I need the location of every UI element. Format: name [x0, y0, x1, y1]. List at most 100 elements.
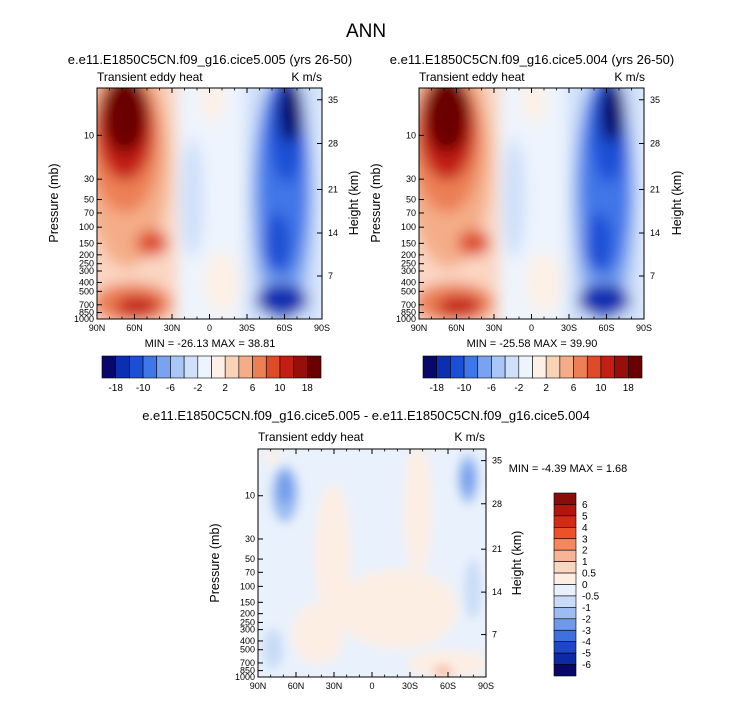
x-tick-label: 90S [314, 323, 330, 333]
panel-1-field [97, 88, 322, 319]
colorbar-label: -2 [514, 383, 523, 394]
y-tick-label: 400 [401, 277, 416, 287]
colorbar-label: 0.5 [582, 569, 596, 580]
colorbar-swatch [553, 549, 577, 562]
y2-tick-label: 7 [492, 630, 497, 640]
y-tick-label: 1000 [74, 314, 94, 324]
y2-tick-label: 14 [492, 587, 502, 597]
colorbar-label: 10 [274, 383, 286, 394]
x-tick-label: 30N [326, 681, 343, 691]
panel-1-axes: 90N 60N 30N 0 30S 60S 90S103050701001502002503… [74, 88, 338, 333]
panel-2-axes: 90N 60N 30N 0 30S 60S 90S103050701001502002503… [396, 88, 660, 333]
figure-title: ANN [346, 21, 386, 42]
y-tick-label: 1000 [396, 314, 416, 324]
colorbar-label: 2 [222, 383, 228, 394]
colorbar-label: -5 [582, 649, 591, 660]
colorbar-swatch [545, 355, 561, 379]
colorbar-label: -2 [193, 383, 202, 394]
colorbar-swatch [238, 355, 253, 379]
x-tick-label: 30S [239, 323, 255, 333]
colorbar-label: 18 [302, 383, 314, 394]
colorbar-label: -18 [429, 383, 444, 394]
colorbar-swatch [307, 355, 322, 379]
colorbar-swatch [142, 355, 158, 379]
colorbar-label: 10 [595, 383, 607, 394]
colorbar-swatch [553, 504, 577, 517]
y-tick-label: 400 [79, 277, 94, 287]
y2-tick-label: 14 [328, 228, 338, 238]
colorbar-panel-1: -18 -10 -6 -2 2 6 10 18 [101, 355, 322, 394]
colorbar-swatch [224, 355, 240, 379]
colorbar-swatch [573, 355, 588, 379]
x-tick-label: 60N [288, 681, 305, 691]
panel-2-variable-label: Transient eddy heat [419, 70, 525, 84]
colorbar-label: 6 [571, 383, 577, 394]
y-tick-label: 700 [79, 300, 94, 310]
y-tick-label: 70 [245, 567, 255, 577]
colorbar-label: -10 [136, 383, 151, 394]
y-tick-label: 100 [79, 222, 94, 232]
x-tick-label: 60S [440, 681, 456, 691]
y-tick-label: 30 [84, 174, 94, 184]
colorbar-swatch [553, 572, 577, 585]
colorbar-label: -3 [582, 626, 591, 637]
y-tick-label: 150 [240, 597, 255, 607]
x-tick-label: 30N [164, 323, 181, 333]
colorbar-label: 3 [582, 534, 588, 545]
colorbar-label: -6 [166, 383, 175, 394]
y-tick-label: 1000 [235, 672, 255, 682]
colorbar-swatch [553, 595, 577, 608]
colorbar-swatch [553, 607, 577, 620]
colorbar-label: 2 [543, 383, 549, 394]
y-tick-label: 10 [245, 491, 255, 501]
colorbar-label: -4 [582, 637, 591, 648]
colorbar-swatch [586, 355, 602, 379]
colorbar-panel-2: -18 -10 -6 -2 2 6 10 18 [422, 355, 643, 394]
panel-3-y2-axis-title: Height (km) [510, 531, 524, 596]
colorbar-label: -18 [108, 383, 123, 394]
y2-tick-label: 35 [650, 95, 660, 105]
colorbar-swatch [115, 355, 130, 379]
x-tick-label: 90N [89, 323, 106, 333]
y-tick-label: 30 [406, 174, 416, 184]
colorbar-swatch [553, 618, 577, 631]
colorbar-swatch [553, 538, 577, 551]
y-tick-label: 250 [401, 259, 416, 269]
colorbar-label: -10 [457, 383, 472, 394]
x-tick-label: 30S [561, 323, 577, 333]
y-tick-label: 300 [79, 266, 94, 276]
y-tick-label: 200 [240, 609, 255, 619]
colorbar-swatch [477, 355, 492, 379]
panel-3: e.e11.E1850C5CN.f09_g16.cice5.005 - e.e1… [142, 408, 627, 678]
y-tick-label: 50 [84, 195, 94, 205]
panel-2-field [419, 88, 644, 319]
y-tick-label: 500 [79, 286, 94, 296]
panel-2-title: e.e11.E1850C5CN.f09_g16.cice5.004 (yrs 2… [390, 52, 675, 67]
colorbar-swatch [553, 664, 577, 677]
colorbar-label: -6 [487, 383, 496, 394]
y-tick-label: 500 [240, 645, 255, 655]
colorbar-swatch [450, 355, 465, 379]
x-tick-label: 60N [126, 323, 143, 333]
y-tick-label: 100 [240, 581, 255, 591]
colorbar-swatch [491, 355, 506, 379]
x-tick-label: 0 [207, 323, 212, 333]
panel-1: e.e11.E1850C5CN.f09_g16.cice5.005 (yrs 2… [47, 52, 361, 350]
y-tick-label: 700 [240, 658, 255, 668]
x-tick-label: 60S [598, 323, 614, 333]
y-tick-label: 700 [401, 300, 416, 310]
y2-tick-label: 14 [650, 228, 660, 238]
colorbar-swatch [518, 355, 533, 379]
y-tick-label: 500 [401, 286, 416, 296]
colorbar-swatch [553, 652, 577, 665]
colorbar-swatch [211, 355, 226, 379]
y2-tick-label: 21 [328, 185, 338, 195]
colorbar-swatch [293, 355, 308, 379]
y-tick-label: 10 [406, 130, 416, 140]
panel-1-y-axis-title: Pressure (mb) [47, 163, 61, 242]
x-tick-label: 0 [369, 681, 374, 691]
colorbar-swatch [553, 641, 577, 654]
panel-3-axes: 90N 60N 30N 0 30S 60S 90S103050701001502002503… [235, 449, 502, 691]
